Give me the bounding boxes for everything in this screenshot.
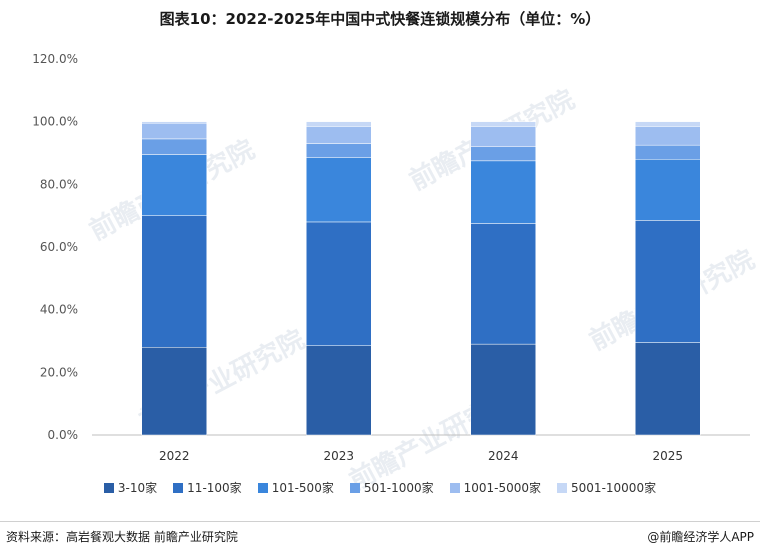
bar-segment <box>306 157 372 223</box>
y-tick-label: 0.0% <box>48 428 79 442</box>
y-tick-label: 80.0% <box>40 177 78 191</box>
x-tick-label: 2024 <box>488 449 519 463</box>
bar-segment <box>141 215 207 348</box>
stacked-bar-chart: 0.0% 20.0% 40.0% 60.0% 80.0% 100.0% 120.0% 2022… <box>32 52 750 463</box>
bar-segment <box>470 343 536 436</box>
legend-label: 11-100家 <box>187 481 242 495</box>
y-tick-label: 120.0% <box>32 52 78 66</box>
bar-segment <box>635 342 701 436</box>
legend-swatch <box>257 483 268 493</box>
legend: 3-10家 11-100家 101-500家 501-1000家 1001-5000家 5… <box>0 479 760 496</box>
legend-label: 501-1000家 <box>363 481 434 495</box>
legend-label: 3-10家 <box>117 481 158 495</box>
legend-item: 11-100家 <box>173 479 242 496</box>
bar-segment <box>470 223 536 345</box>
bar-segment <box>141 138 207 155</box>
chart-title: 图表10：2022-2025年中国中式快餐连锁规模分布（单位：%） <box>159 10 601 28</box>
legend-item: 5001-10000家 <box>557 479 656 496</box>
y-tick-label: 60.0% <box>40 240 78 254</box>
bar-segment <box>306 345 372 436</box>
bar-segment <box>306 121 372 127</box>
bar-segment <box>306 126 372 144</box>
legend-label: 101-500家 <box>271 481 334 495</box>
x-tick-label: 2023 <box>323 449 354 463</box>
bar-segment <box>306 221 372 346</box>
bar-segment <box>141 154 207 216</box>
bar-segment <box>470 126 536 147</box>
bar-segment <box>635 159 701 221</box>
bar-segment <box>635 126 701 146</box>
y-tick-label: 40.0% <box>40 303 78 317</box>
footer-divider <box>0 521 760 522</box>
legend-swatch <box>557 483 568 493</box>
bar-segment <box>635 121 701 127</box>
legend-item: 3-10家 <box>103 479 158 496</box>
legend-item: 1001-5000家 <box>449 479 542 496</box>
y-tick-label: 20.0% <box>40 365 78 379</box>
legend-item: 501-1000家 <box>349 479 434 496</box>
y-tick-label: 100.0% <box>32 115 78 129</box>
legend-swatch <box>173 483 184 493</box>
legend-swatch <box>103 483 114 493</box>
x-tick-label: 2025 <box>652 449 683 463</box>
bar-segment <box>470 146 536 162</box>
bar-segment <box>635 144 701 160</box>
legend-item: 101-500家 <box>257 479 334 496</box>
x-tick-label: 2022 <box>159 449 190 463</box>
bar-segment <box>141 122 207 140</box>
bar-segment <box>470 160 536 224</box>
legend-label: 1001-5000家 <box>463 481 542 495</box>
legend-swatch <box>349 483 360 493</box>
bar-segment <box>141 347 207 436</box>
bar-segment <box>306 143 372 158</box>
legend-swatch <box>449 483 460 493</box>
brand-text: @前瞻经济学人APP <box>647 530 754 544</box>
legend-label: 5001-10000家 <box>571 481 657 495</box>
source-text: 资料来源：高岩餐观大数据 前瞻产业研究院 <box>6 530 238 544</box>
bar-segment <box>141 121 207 124</box>
bar-segment <box>635 220 701 343</box>
bar-segment <box>470 121 536 127</box>
